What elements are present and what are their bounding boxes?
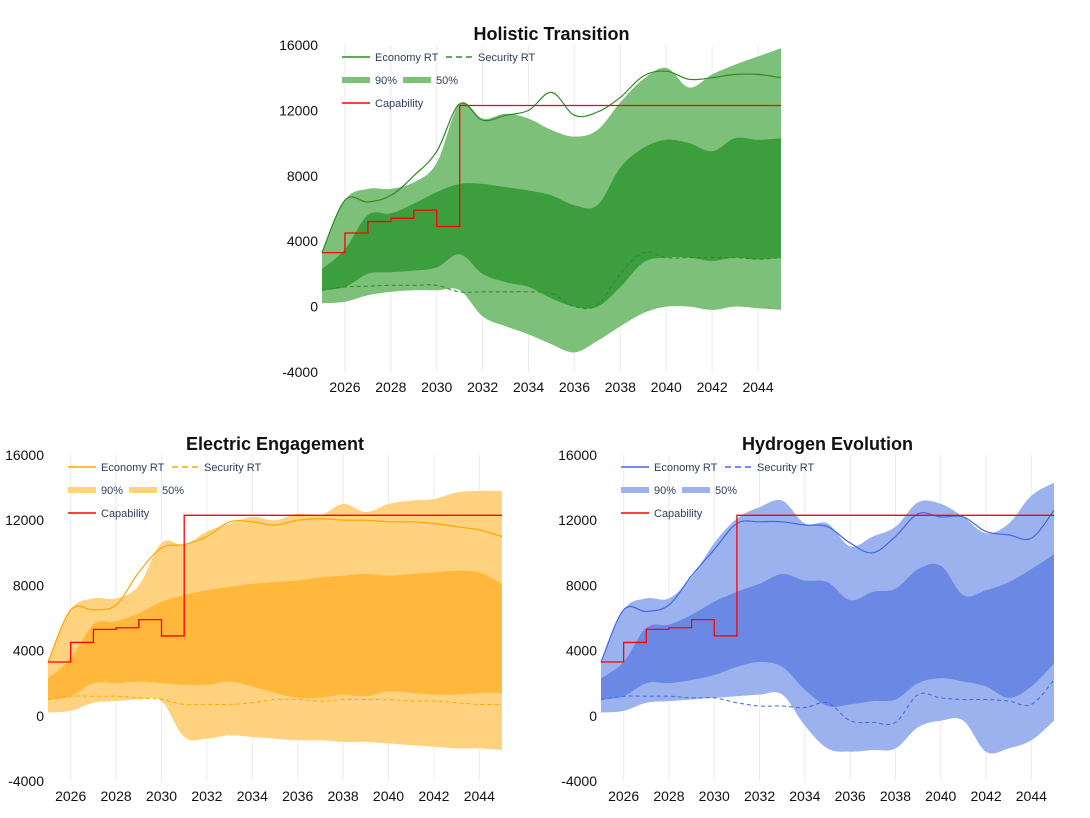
holistic-transition-legend-90-label: 90% (375, 75, 397, 87)
holistic-transition-xtick-label: 2030 (421, 379, 452, 395)
electric-engagement-title: Electric Engagement (186, 434, 364, 454)
holistic-transition-title: Holistic Transition (473, 24, 629, 44)
hydrogen-evolution-xtick-label: 2042 (970, 788, 1001, 804)
electric-engagement-security-rt-line (47, 695, 503, 706)
electric-engagement-xtick-label: 2042 (418, 788, 449, 804)
hydrogen-evolution-ytick-label: 12000 (558, 512, 597, 528)
hydrogen-evolution-legend-capability-label: Capability (654, 508, 703, 520)
hydrogen-evolution-xtick-label: 2040 (925, 788, 956, 804)
electric-engagement-legend-security-label: Security RT (204, 462, 262, 474)
electric-engagement-capability-line (48, 514, 502, 663)
holistic-transition-capability-line (322, 104, 781, 254)
holistic-transition-legend-90-swatch (342, 77, 370, 83)
electric-engagement-legend-capability-label: Capability (101, 508, 150, 520)
hydrogen-evolution-title: Hydrogen Evolution (742, 434, 913, 454)
hydrogen-evolution-xtick-label: 2034 (789, 788, 820, 804)
electric-engagement-ytick-label: -4000 (8, 773, 44, 789)
electric-engagement-xtick-label: 2028 (101, 788, 132, 804)
holistic-transition-legend-50-swatch (403, 77, 431, 83)
chart-holistic-transition: 16000 12000 8000 4000 0 -4000 2026 2028 2030 2032… (279, 24, 782, 395)
holistic-transition-xtick-label: 2034 (513, 379, 544, 395)
holistic-transition-ytick-label: 4000 (287, 233, 318, 249)
hydrogen-evolution-ytick-label: -4000 (561, 773, 597, 789)
electric-engagement-economy-rt-line (47, 517, 503, 663)
hydrogen-evolution-ytick-label: 16000 (558, 447, 597, 463)
electric-engagement-ytick-label: 12000 (5, 512, 44, 528)
holistic-transition-legend-50-label: 50% (436, 75, 458, 87)
electric-engagement-xtick-label: 2038 (328, 788, 359, 804)
holistic-transition-xtick-label: 2026 (329, 379, 360, 395)
holistic-transition-band-50 (322, 137, 781, 309)
hydrogen-evolution-xtick-label: 2026 (608, 788, 639, 804)
holistic-transition-legend-capability-label: Capability (375, 98, 424, 110)
hydrogen-evolution-xtick-label: 2028 (653, 788, 684, 804)
holistic-transition-ytick-label: 0 (310, 299, 318, 315)
holistic-transition-legend-security-label: Security RT (478, 52, 536, 64)
electric-engagement-xtick-label: 2040 (373, 788, 404, 804)
holistic-transition-economy-rt-line (321, 70, 782, 253)
holistic-transition-xtick-label: 2044 (742, 379, 773, 395)
chart-panel-holistic-transition: 16000 12000 8000 4000 0 -4000 2026 2028 2030 2032… (0, 0, 1090, 400)
hydrogen-evolution-xtick-label: 2038 (880, 788, 911, 804)
electric-engagement-ytick-label: 4000 (13, 643, 44, 659)
hydrogen-evolution-legend-economy-label: Economy RT (654, 462, 718, 474)
hydrogen-evolution-legend-security-label: Security RT (757, 462, 815, 474)
electric-engagement-legend-90-swatch (68, 487, 96, 493)
hydrogen-evolution-ytick-label: 8000 (566, 577, 597, 593)
electric-engagement-xtick-label: 2030 (146, 788, 177, 804)
holistic-transition-xtick-label: 2038 (605, 379, 636, 395)
hydrogen-evolution-band-50 (601, 554, 1054, 707)
electric-engagement-ytick-label: 16000 (5, 447, 44, 463)
hydrogen-evolution-xtick-label: 2044 (1016, 788, 1047, 804)
hydrogen-evolution-legend-50-swatch (682, 487, 710, 493)
electric-engagement-band-50 (48, 570, 502, 700)
holistic-transition-security-rt-line (321, 251, 782, 310)
holistic-transition-xtick-label: 2042 (697, 379, 728, 395)
electric-engagement-xtick-label: 2036 (282, 788, 313, 804)
electric-engagement-xtick-label: 2032 (191, 788, 222, 804)
hydrogen-evolution-legend-90-swatch (621, 487, 649, 493)
electric-engagement-legend-50-label: 50% (162, 485, 184, 497)
hydrogen-evolution-xtick-label: 2030 (699, 788, 730, 804)
hydrogen-evolution-ytick-label: 4000 (566, 643, 597, 659)
hydrogen-evolution-economy-rt-line (600, 510, 1055, 663)
holistic-transition-ytick-label: 12000 (279, 102, 318, 118)
holistic-transition-xtick-label: 2040 (651, 379, 682, 395)
hydrogen-evolution-ytick-label: 0 (589, 708, 597, 724)
holistic-transition-xtick-label: 2028 (375, 379, 406, 395)
holistic-transition-ytick-label: 8000 (287, 168, 318, 184)
hydrogen-evolution-legend-90-label: 90% (654, 485, 676, 497)
hydrogen-evolution-capability-line (601, 514, 1054, 663)
electric-engagement-xtick-label: 2044 (464, 788, 495, 804)
electric-engagement-xtick-label: 2026 (55, 788, 86, 804)
hydrogen-evolution-legend-50-label: 50% (715, 485, 737, 497)
electric-engagement-legend-50-swatch (129, 487, 157, 493)
electric-engagement-legend-economy-label: Economy RT (101, 462, 165, 474)
holistic-transition-xtick-label: 2036 (559, 379, 590, 395)
electric-engagement-legend-90-label: 90% (101, 485, 123, 497)
hydrogen-evolution-security-rt-line (600, 679, 1055, 726)
hydrogen-evolution-xtick-label: 2036 (835, 788, 866, 804)
hydrogen-evolution-xtick-label: 2032 (744, 788, 775, 804)
electric-engagement-xtick-label: 2034 (237, 788, 268, 804)
holistic-transition-ytick-label: 16000 (279, 37, 318, 53)
electric-engagement-ytick-label: 8000 (13, 577, 44, 593)
holistic-transition-ytick-label: -4000 (282, 364, 318, 380)
electric-engagement-ytick-label: 0 (36, 708, 44, 724)
holistic-transition-xtick-label: 2032 (467, 379, 498, 395)
holistic-transition-legend-economy-label: Economy RT (375, 52, 439, 64)
